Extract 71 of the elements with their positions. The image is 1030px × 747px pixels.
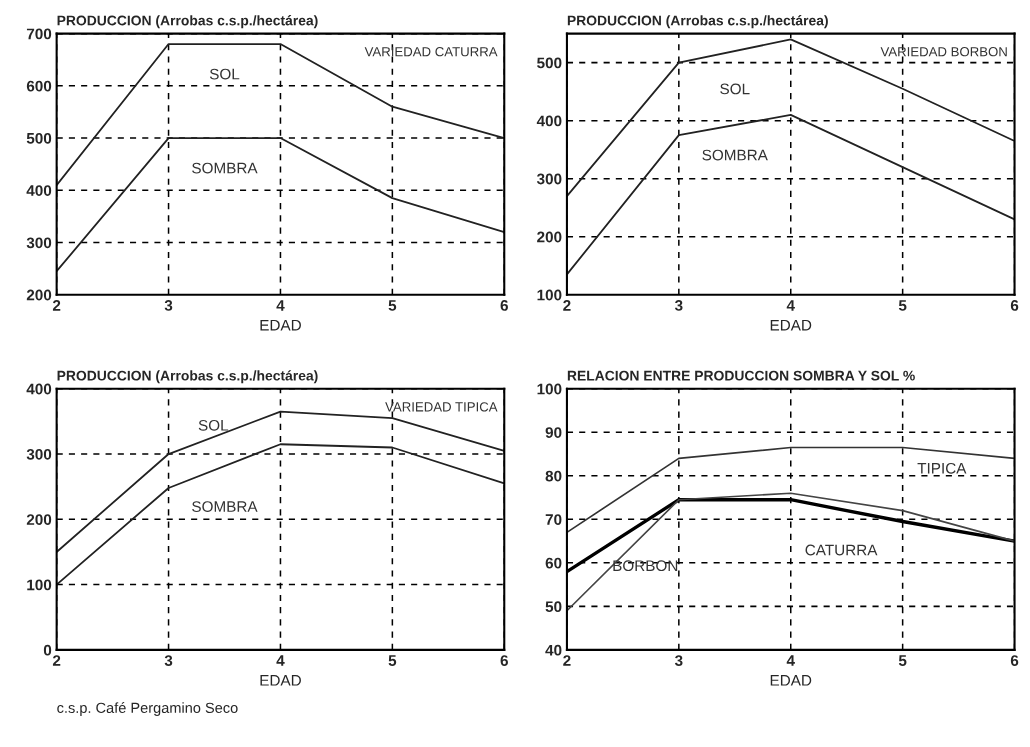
line-series <box>56 43 505 186</box>
chart-title: PRODUCCION (Arrobas c.s.p./hectárea) <box>57 370 318 384</box>
y-tick-label: 100 <box>537 383 562 395</box>
chart-title: RELACION ENTRE PRODUCCION SOMBRA Y SOL % <box>567 370 915 381</box>
line-series <box>56 137 505 273</box>
y-tick-label: 300 <box>536 173 562 185</box>
series-label: TIPICA <box>917 462 967 474</box>
annotation: VARIEDAD CATURRA <box>364 47 498 57</box>
x-tick-label: 4 <box>786 655 795 666</box>
y-tick-label: 500 <box>26 132 52 144</box>
x-tick-label: 2 <box>52 300 61 311</box>
y-tick-label: 700 <box>26 28 52 40</box>
y-tick-label: 200 <box>26 289 52 301</box>
x-axis-title: EDAD <box>770 319 812 331</box>
chart-title: PRODUCCION (Arrobas c.s.p./hectárea) <box>57 15 318 29</box>
x-tick-label: 5 <box>388 655 397 666</box>
x-tick-label: 4 <box>276 655 285 666</box>
y-tick-label: 90 <box>545 427 562 438</box>
series-label: SOMBRA <box>192 501 258 512</box>
y-tick-label: 600 <box>26 80 52 92</box>
series-label: CATURRA <box>805 544 878 556</box>
x-tick-label: 6 <box>1010 300 1019 311</box>
x-tick-label: 4 <box>276 300 285 311</box>
x-tick-label: 2 <box>52 655 61 666</box>
y-tick-label: 80 <box>545 470 562 482</box>
y-tick-label: 100 <box>537 289 562 301</box>
x-axis-title: EDAD <box>260 675 301 686</box>
x-tick-label: 5 <box>388 300 397 311</box>
x-axis-title: EDAD <box>260 319 301 331</box>
series-label: SOMBRA <box>192 162 258 174</box>
x-tick-label: 6 <box>500 655 508 666</box>
y-tick-label: 40 <box>545 644 562 656</box>
x-tick-label: 3 <box>164 655 173 666</box>
x-tick-label: 3 <box>674 300 683 311</box>
series-label: SOL <box>198 419 229 431</box>
y-tick-label: 200 <box>26 514 52 526</box>
x-axis-title: EDAD <box>770 675 812 686</box>
series-label: SOL <box>209 68 240 80</box>
y-tick-label: 0 <box>43 644 52 656</box>
chart-title: PRODUCCION (Arrobas c.s.p./hectárea) <box>567 15 828 29</box>
y-tick-label: 200 <box>537 231 562 243</box>
line-series <box>566 38 1015 198</box>
line-series <box>566 492 1015 612</box>
x-tick-label: 5 <box>898 655 907 666</box>
x-tick-label: 4 <box>786 300 795 311</box>
x-tick-label: 2 <box>563 655 571 666</box>
y-tick-label: 500 <box>537 57 562 69</box>
y-tick-label: 400 <box>26 383 52 395</box>
y-tick-label: 400 <box>26 185 52 196</box>
x-tick-label: 3 <box>674 655 683 666</box>
x-tick-label: 3 <box>164 300 173 311</box>
y-tick-label: 60 <box>545 557 562 569</box>
line-series <box>56 443 505 586</box>
x-tick-label: 5 <box>898 300 907 311</box>
annotation: VARIEDAD BORBON <box>880 47 1007 57</box>
y-tick-label: 300 <box>26 237 52 249</box>
annotation: VARIEDAD TIPICA <box>385 402 498 412</box>
line-series <box>56 410 505 553</box>
y-tick-label: 50 <box>545 601 562 613</box>
x-tick-label: 6 <box>1010 655 1019 666</box>
y-tick-label: 400 <box>536 115 562 127</box>
series-label: SOL <box>720 83 750 95</box>
line-series <box>566 113 1015 276</box>
x-tick-label: 6 <box>500 300 508 311</box>
y-tick-label: 70 <box>545 514 562 526</box>
series-label: BORBON <box>613 560 678 572</box>
x-tick-label: 2 <box>563 300 571 311</box>
series-label: SOMBRA <box>702 149 768 161</box>
y-tick-label: 300 <box>26 448 52 460</box>
y-tick-label: 100 <box>27 579 52 591</box>
text: c.s.p. Café Pergamino Seco <box>57 702 238 716</box>
